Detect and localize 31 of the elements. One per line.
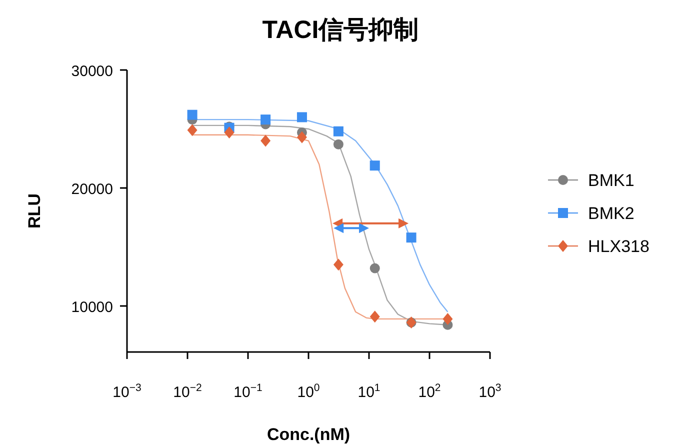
legend-label: HLX318 <box>588 237 650 256</box>
point <box>370 160 380 171</box>
y-tick-label: 10000 <box>71 298 113 316</box>
x-tick-label: 10$^{3}$ <box>478 382 502 401</box>
point <box>333 126 344 136</box>
point <box>260 134 271 147</box>
point <box>296 112 307 122</box>
point <box>187 124 198 136</box>
point <box>260 114 271 125</box>
chart-title: TACI信号抑制 <box>262 16 419 44</box>
y-axis-title: RLU <box>25 194 44 228</box>
point <box>370 310 380 323</box>
x-axis-title: Conc.(nM) <box>266 425 350 444</box>
x-tick-label: 10$^{1}$ <box>358 382 380 401</box>
x-tick-label: 10$^{−3}$ <box>112 382 142 401</box>
point <box>187 110 198 120</box>
y-tick-label: 30000 <box>71 63 113 80</box>
x-tick-label: 10$^{0}$ <box>297 382 320 401</box>
point <box>296 131 307 144</box>
point <box>333 258 344 271</box>
x-tick-label: 10$^{2}$ <box>418 382 441 401</box>
point <box>442 312 453 325</box>
point <box>224 126 234 139</box>
point <box>333 139 344 150</box>
point <box>406 232 416 243</box>
point <box>370 263 380 274</box>
x-tick-label: 10$^{−1}$ <box>234 382 262 401</box>
y-tick-label: 20000 <box>71 180 113 198</box>
legend-label: BMK1 <box>588 171 634 190</box>
legend-label: BMK2 <box>588 204 634 223</box>
x-tick-label: 10$^{−2}$ <box>173 382 202 401</box>
